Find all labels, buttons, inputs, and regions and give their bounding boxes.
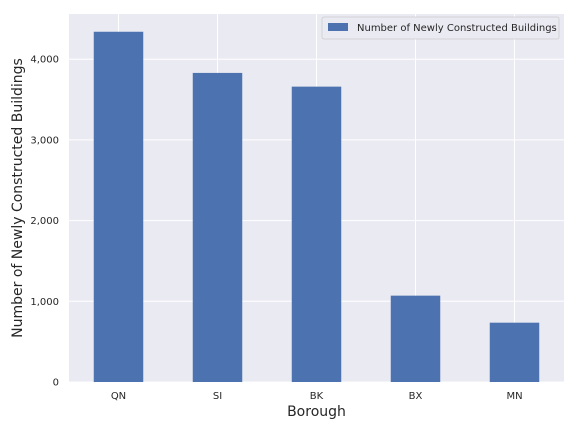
legend-label: Number of Newly Constructed Buildings — [357, 23, 557, 34]
bar-mn — [489, 322, 540, 382]
y-axis-ticks: 0 1,000 2,000 3,000 4,000 — [30, 55, 59, 389]
legend-box — [321, 16, 560, 40]
x-axis-ticks: QN SI BK BX MN — [111, 391, 523, 402]
y-tick-label: 0 — [53, 378, 59, 389]
x-tick-label: BK — [310, 391, 324, 402]
bar-qn — [93, 31, 144, 382]
x-tick-label: BX — [409, 391, 423, 402]
legend: Number of Newly Constructed Buildings — [321, 16, 560, 40]
y-tick-label: 2,000 — [30, 216, 59, 227]
y-tick-label: 1,000 — [30, 297, 59, 308]
y-axis-title: Number of Newly Constructed Buildings — [10, 58, 26, 338]
legend-swatch — [328, 23, 348, 31]
bar-bx — [390, 295, 441, 382]
y-tick-label: 4,000 — [30, 55, 59, 66]
bar-bk — [291, 86, 342, 382]
x-tick-label: QN — [111, 391, 126, 402]
bars — [93, 31, 540, 382]
x-axis-title: Borough — [287, 404, 346, 420]
x-tick-label: MN — [506, 391, 522, 402]
x-tick-label: SI — [213, 391, 222, 402]
y-tick-label: 3,000 — [30, 135, 59, 146]
bar-si — [192, 72, 243, 382]
